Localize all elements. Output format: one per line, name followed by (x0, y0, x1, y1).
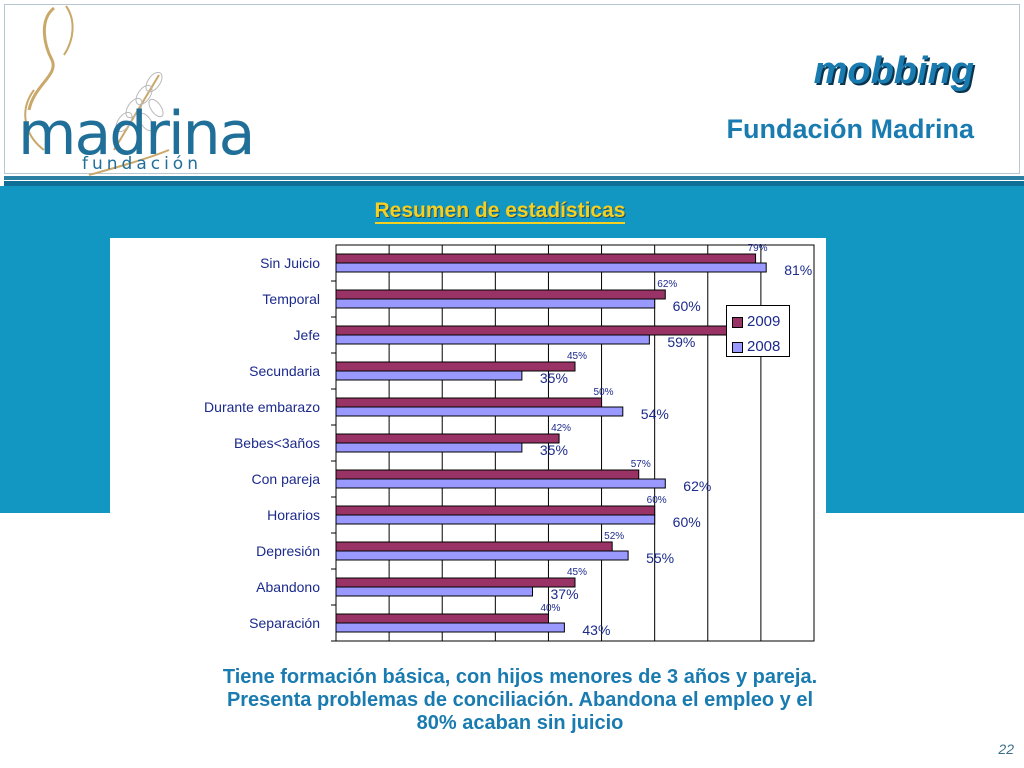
category-label: Horarios (267, 507, 320, 523)
chart-legend: 2009 2008 (726, 305, 790, 357)
logo-subtitle: fundación (82, 154, 202, 174)
legend-label-2008: 2008 (747, 338, 781, 355)
data-label-2009: 50% (594, 387, 614, 398)
bar-2008 (335, 406, 624, 417)
category-label: Abandono (256, 579, 320, 595)
logo-wordmark: madrina (18, 99, 255, 169)
bar-2009 (335, 505, 656, 516)
slide-header (0, 0, 1024, 176)
chart-panel: Sin Juicio79%81%Temporal62%60%Jefe75%59%… (110, 238, 826, 648)
summary-line-3: 80% acaban sin juicio (416, 712, 624, 734)
bar-2008 (335, 298, 656, 309)
logo-figure-icon (24, 5, 170, 176)
data-label-2009: 45% (567, 567, 587, 578)
data-label-2008: 55% (646, 550, 674, 566)
bar-2008 (335, 514, 656, 525)
bar-2008 (335, 370, 523, 381)
summary-text: Tiene formación básica, con hijos menore… (40, 666, 1000, 735)
category-label: Sin Juicio (260, 255, 320, 271)
bar-2009 (335, 433, 560, 444)
legend-item-2009: 2009 (732, 314, 780, 330)
data-label-2008: 81% (784, 262, 812, 278)
bar-2008 (335, 622, 565, 633)
legend-swatch-2009 (732, 316, 743, 328)
header-frame (4, 4, 1020, 174)
data-label-2008: 59% (667, 334, 695, 350)
category-label: Depresión (256, 543, 320, 559)
bar-2009 (335, 253, 757, 264)
bar-2008 (335, 262, 767, 273)
category-label: Jefe (294, 327, 321, 343)
bar-2008 (335, 478, 666, 489)
data-label-2009: 52% (604, 531, 624, 542)
category-label: Con pareja (252, 471, 321, 487)
category-label: Secundaria (249, 363, 320, 379)
legend-label-2009: 2009 (747, 313, 781, 330)
summary-line-2: Presenta problemas de conciliación. Aban… (226, 689, 814, 711)
bar-2009 (335, 541, 613, 552)
summary-line-1: Tiene formación básica, con hijos menore… (222, 666, 818, 688)
legend-item-2008: 2008 (732, 339, 780, 355)
data-label-2008: 60% (673, 514, 701, 530)
bar-2008 (335, 550, 629, 561)
bar-2009 (335, 577, 576, 588)
bar-2008 (335, 586, 534, 597)
data-label-2008: 54% (641, 406, 669, 422)
data-label-2009: 79% (748, 243, 768, 254)
data-label-2008: 37% (551, 586, 579, 602)
chart-title: Resumen de estadísticas (374, 199, 626, 224)
bar-2009 (335, 469, 640, 480)
legend-swatch-2008 (732, 341, 743, 353)
bar-2009 (335, 613, 549, 624)
data-label-2009: 40% (540, 603, 560, 614)
data-label-2008: 35% (540, 442, 568, 458)
header-divider-dark (4, 181, 1024, 186)
bar-2009 (335, 397, 603, 408)
chart-title-wrap: Resumen de estadísticas (0, 199, 1000, 224)
data-label-2009: 57% (631, 459, 651, 470)
category-label: Durante embarazo (204, 399, 320, 415)
slide-title: mobbing (813, 50, 974, 92)
slide-subtitle: Fundación Madrina (726, 114, 974, 144)
category-label: Separación (249, 615, 320, 631)
bar-2009 (335, 289, 666, 300)
data-label-2008: 60% (673, 298, 701, 314)
data-label-2008: 62% (683, 478, 711, 494)
bar-chart: Sin Juicio79%81%Temporal62%60%Jefe75%59%… (204, 243, 815, 642)
page-number: 22 (998, 741, 1014, 757)
madrina-logo: madrina fundación (4, 0, 255, 186)
header-divider (4, 176, 1024, 180)
data-label-2009: 42% (551, 423, 571, 434)
data-label-2009: 62% (657, 279, 677, 290)
data-label-2008: 35% (540, 370, 568, 386)
data-label-2009: 60% (647, 495, 667, 506)
bar-2008 (335, 442, 523, 453)
data-label-2009: 45% (567, 351, 587, 362)
data-label-2008: 43% (582, 622, 610, 638)
category-label: Bebes<3años (234, 435, 320, 451)
category-label: Temporal (262, 291, 320, 307)
bar-2008 (335, 334, 650, 345)
